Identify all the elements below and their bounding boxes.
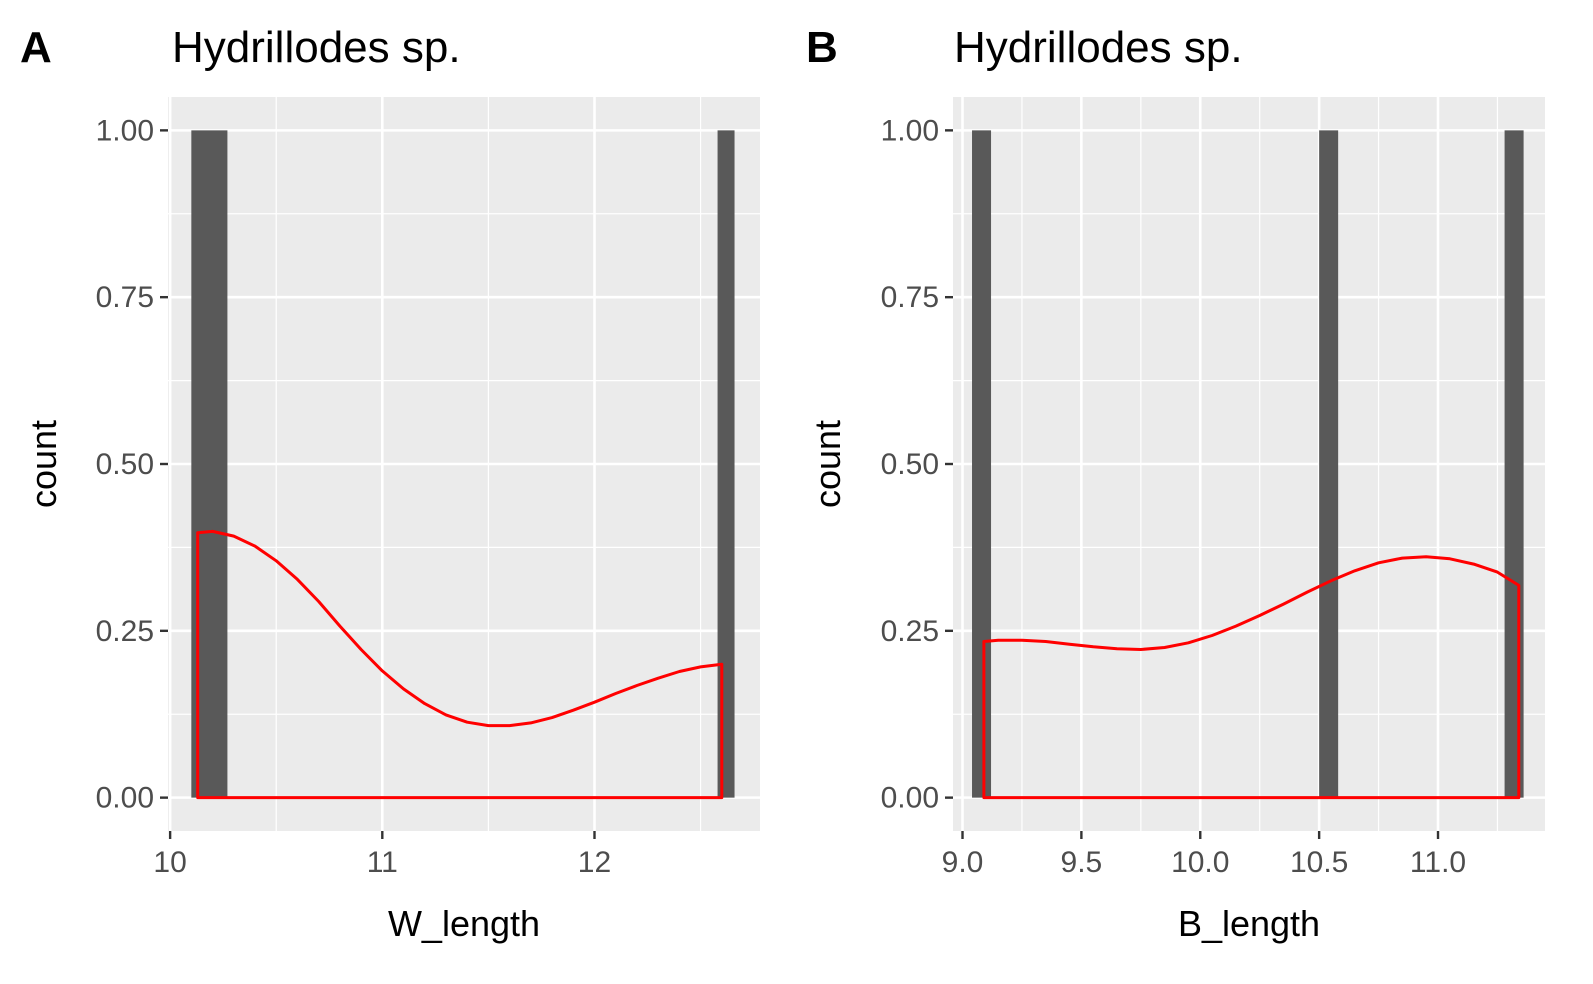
x-axis-title: W_length [388, 903, 540, 944]
x-tick-label: 10 [153, 846, 186, 879]
x-tick-label: 11 [367, 846, 398, 879]
histogram-bars [972, 130, 1524, 798]
y-axis-title: count [807, 420, 848, 508]
histogram-bar [1504, 130, 1524, 798]
x-tick-label: 9.5 [1061, 846, 1103, 879]
panel-a: A Hydrillodes sp. 0.00 0.25 0.50 0.75 1.00 1… [20, 23, 760, 944]
x-tick-label: 9.0 [942, 846, 984, 879]
y-tick-label: 0.25 [881, 615, 939, 648]
y-axis: 0.00 0.25 0.50 0.75 1.00 [881, 114, 953, 815]
y-tick-label: 0.00 [881, 782, 939, 815]
chart-title: Hydrillodes sp. [172, 23, 461, 72]
x-tick-label: 12 [578, 846, 611, 879]
x-tick-label: 10.5 [1290, 846, 1348, 879]
panel-tag: B [806, 23, 838, 72]
y-tick-label: 1.00 [96, 114, 154, 147]
x-axis: 10 11 12 [153, 831, 611, 879]
x-axis: 9.0 9.5 10.0 10.5 11.0 [942, 831, 1466, 879]
x-tick-label: 10.0 [1171, 846, 1229, 879]
density-curve [196, 529, 724, 800]
histogram-bar [1319, 130, 1339, 798]
chart-title: Hydrillodes sp. [954, 23, 1243, 72]
y-tick-label: 0.00 [96, 782, 154, 815]
panel-b: B Hydrillodes sp. 0.00 0.25 0.50 0.75 1.00 9… [806, 23, 1545, 944]
x-tick-label: 11.0 [1410, 846, 1466, 879]
y-tick-label: 0.75 [881, 281, 939, 314]
x-axis-title: B_length [1178, 903, 1320, 944]
y-tick-label: 0.50 [96, 448, 154, 481]
panel-tag: A [20, 23, 52, 72]
y-tick-label: 0.75 [96, 281, 154, 314]
y-tick-label: 0.50 [881, 448, 939, 481]
histogram-bar [717, 130, 735, 798]
y-axis: 0.00 0.25 0.50 0.75 1.00 [96, 114, 168, 815]
y-tick-label: 0.25 [96, 615, 154, 648]
histogram-bar [972, 130, 992, 798]
density-curve [982, 555, 1521, 800]
y-tick-label: 1.00 [881, 114, 939, 147]
y-axis-title: count [23, 420, 64, 508]
density-line [196, 529, 724, 800]
density-line [982, 555, 1521, 800]
